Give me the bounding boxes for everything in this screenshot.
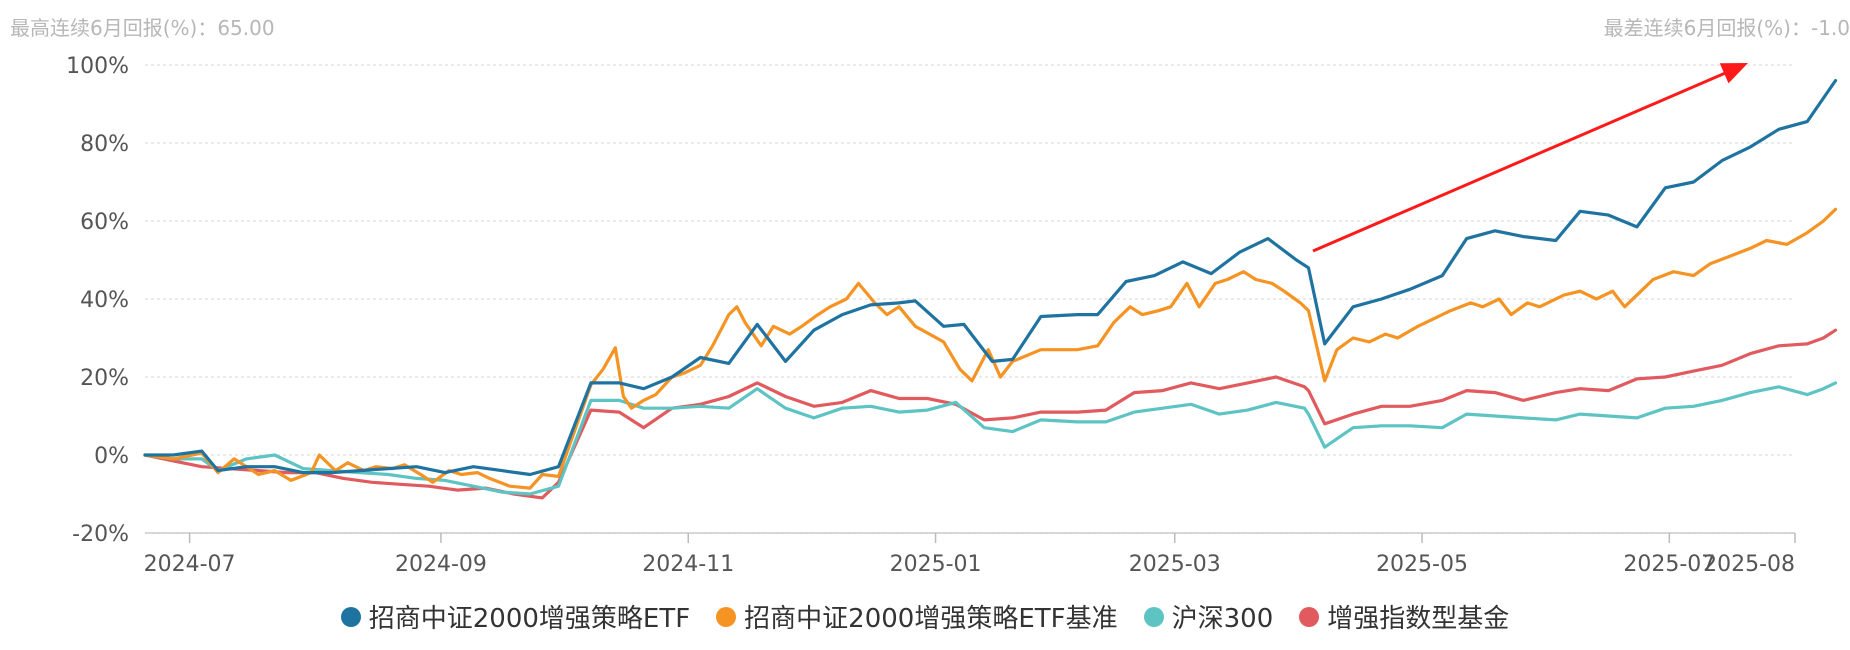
legend-item[interactable]: 招商中证2000增强策略ETF基准 [716,598,1118,635]
x-tick-label: 2025-05 [1376,552,1468,577]
y-tick-label: -20% [72,522,129,547]
series-line [143,79,1838,477]
x-tick-label: 2024-09 [395,552,487,577]
legend-item[interactable]: 增强指数型基金 [1299,598,1509,635]
x-tick-label: 2024-11 [642,552,734,577]
annotation [1312,63,1748,253]
series-line [143,381,1838,496]
legend-label: 增强指数型基金 [1327,604,1510,634]
best-6m-return-label: 最高连续6月回报(%)：65.00 [10,16,275,40]
legend-dot-icon [716,606,737,627]
y-tick-label: 80% [80,132,129,157]
grid-lines [145,64,1795,534]
series-lines [143,79,1838,500]
x-tick-label: 2025-08 [1703,552,1795,577]
axes: -20% 0% 20% 40% 60% 80% 100% 2024-07 2024-09 2024… [66,54,1796,577]
legend-item[interactable]: 招商中证2000增强策略ETF [340,598,691,635]
chart-legend: 招商中证2000增强策略ETF 招商中证2000增强策略ETF基准 沪深300 增强指… [0,598,1850,635]
y-tick-label: 40% [80,288,129,313]
x-tick-label: 2024-07 [144,552,236,577]
worst-6m-return-label: 最差连续6月回报(%)：-1.0 [1603,16,1850,40]
y-tick-label: 100% [66,54,129,79]
series-line [143,207,1838,490]
legend-label: 招商中证2000增强策略ETF [368,604,691,634]
legend-dot-icon [1299,606,1320,627]
legend-dot-icon [340,606,361,627]
legend-label: 招商中证2000增强策略ETF基准 [744,604,1118,634]
y-tick-label: 20% [80,366,129,391]
y-tick-label: 0% [94,444,129,469]
x-tick-label: 2025-07 [1623,552,1715,577]
legend-dot-icon [1143,606,1164,627]
legend-item[interactable]: 沪深300 [1143,598,1274,635]
x-tick-label: 2025-03 [1129,552,1221,577]
y-tick-label: 60% [80,210,129,235]
series-line [143,328,1838,500]
x-tick-label: 2025-01 [890,552,982,577]
trend-arrow-line [1312,69,1731,253]
trend-arrow-head [1719,63,1748,84]
legend-label: 沪深300 [1171,604,1274,634]
